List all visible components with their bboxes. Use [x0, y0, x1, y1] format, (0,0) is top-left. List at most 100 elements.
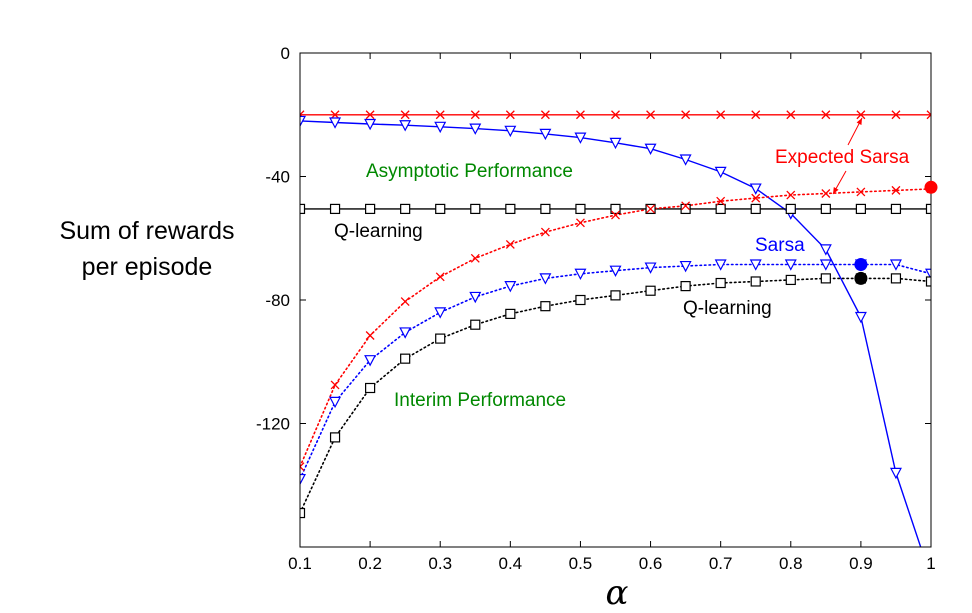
- data-point-sarsa_asym: [469, 123, 482, 135]
- data-point-qlearning_asym: [785, 203, 796, 215]
- data-point-esarsa_asym: [891, 110, 901, 120]
- data-point-qlearning_asym: [400, 203, 411, 215]
- data-point-sarsa_interim: [434, 307, 447, 319]
- data-point-esarsa_interim: [400, 297, 410, 307]
- data-point-esarsa_interim: [575, 218, 585, 228]
- data-point-sarsa_interim: [644, 262, 657, 274]
- data-point-sarsa_interim: [784, 259, 797, 271]
- annotation-sarsa: Sarsa: [755, 235, 805, 256]
- highlight-point-2: [854, 271, 868, 285]
- data-point-esarsa_asym: [646, 110, 656, 120]
- data-point-sarsa_asym: [364, 118, 377, 131]
- data-point-qlearning_asym: [329, 203, 341, 215]
- data-point-sarsa_asym: [749, 183, 762, 195]
- data-point-qlearning_interim: [470, 319, 481, 330]
- data-point-sarsa_interim: [749, 259, 762, 271]
- series-layer: [300, 114, 931, 547]
- data-point-sarsa_interim: [609, 265, 622, 277]
- data-point-qlearning_asym: [365, 203, 376, 215]
- highlight-point-0: [924, 180, 938, 194]
- x-tick-label: 0.2: [358, 554, 382, 573]
- data-point-esarsa_interim: [505, 239, 515, 249]
- data-point-esarsa_asym: [575, 110, 585, 120]
- data-point-sarsa_asym: [926, 573, 936, 583]
- data-point-qlearning_interim: [435, 333, 446, 344]
- data-point-esarsa_asym: [821, 110, 831, 120]
- annotation-expected-sarsa: Expected Sarsa: [775, 147, 910, 168]
- data-point-esarsa_interim: [891, 185, 901, 195]
- data-point-esarsa_asym: [786, 110, 796, 120]
- annotation-qlearning-bottom: Q-learning: [683, 298, 772, 319]
- x-axis-label: α: [606, 573, 629, 613]
- highlight-point-1: [854, 257, 868, 271]
- data-point-esarsa_asym: [435, 110, 445, 120]
- data-point-qlearning_asym: [890, 203, 902, 215]
- annotation-asymptotic: Asymptotic Performance: [366, 161, 573, 182]
- data-point-qlearning_interim: [610, 290, 621, 301]
- data-point-qlearning_asym: [925, 203, 931, 215]
- data-point-esarsa_interim: [646, 204, 656, 214]
- x-tick-label: 0.7: [709, 554, 733, 573]
- y-axis-label-line2: per episode: [82, 253, 213, 281]
- data-point-sarsa_interim: [364, 355, 377, 367]
- x-tick-label: 0.6: [639, 554, 663, 573]
- data-point-sarsa_interim: [679, 260, 692, 273]
- data-point-esarsa_asym: [681, 110, 691, 120]
- data-point-sarsa_interim: [329, 396, 342, 409]
- arrow-expected-sarsa-asymptotic-head: [856, 118, 862, 125]
- tick-labels-layer: 0.1 0.2 0.3 0.4 0.5 0.6 0.7 0.8 0.9 1 0 -40 -80 -120 S…: [59, 44, 935, 613]
- x-tick-label: 0.3: [428, 554, 452, 573]
- x-tick-label: 0.1: [288, 554, 312, 573]
- data-point-qlearning_interim: [750, 276, 761, 287]
- data-point-qlearning_interim: [715, 277, 726, 289]
- data-point-sarsa_interim: [574, 268, 587, 281]
- data-point-sarsa_asym: [854, 311, 867, 324]
- data-point-esarsa_interim: [470, 253, 480, 263]
- data-point-esarsa_asym: [470, 110, 480, 120]
- data-point-esarsa_asym: [751, 110, 761, 120]
- data-point-qlearning_asym: [540, 203, 551, 215]
- data-point-sarsa_interim: [889, 259, 902, 271]
- data-point-qlearning_asym: [680, 203, 691, 215]
- y-axis-label-line1: Sum of rewards: [59, 217, 234, 245]
- data-point-qlearning_interim: [890, 273, 902, 284]
- data-point-sarsa_asym: [644, 143, 657, 156]
- data-point-qlearning_interim: [820, 273, 831, 284]
- x-tick-label: 0.8: [779, 554, 803, 573]
- data-point-qlearning_interim: [300, 507, 306, 519]
- data-point-qlearning_interim: [680, 281, 691, 292]
- data-point-qlearning_interim: [505, 308, 516, 319]
- data-point-sarsa_asym: [434, 121, 447, 134]
- data-point-sarsa_asym: [574, 132, 587, 144]
- data-point-sarsa_asym: [539, 128, 552, 141]
- data-point-qlearning_asym: [750, 203, 761, 215]
- data-point-qlearning_asym: [820, 203, 831, 215]
- annotations-layer: Asymptotic Performance Interim Performanc…: [334, 117, 938, 411]
- data-point-sarsa_asym: [609, 137, 622, 150]
- y-tick-label: -120: [256, 415, 290, 434]
- y-tick-label: 0: [281, 44, 290, 63]
- data-point-sarsa_interim: [300, 473, 306, 486]
- markers-layer: [300, 110, 936, 583]
- data-point-qlearning_interim: [365, 382, 376, 394]
- data-point-esarsa_interim: [681, 201, 691, 211]
- data-point-sarsa_interim: [504, 281, 517, 293]
- data-point-sarsa_asym: [504, 125, 517, 138]
- data-point-qlearning_asym: [715, 203, 726, 215]
- data-point-esarsa_asym: [716, 110, 726, 120]
- data-point-qlearning_asym: [300, 203, 306, 215]
- y-tick-label: -80: [265, 291, 290, 310]
- data-point-qlearning_interim: [329, 432, 341, 443]
- data-point-esarsa_asym: [926, 110, 931, 120]
- data-point-esarsa_interim: [330, 380, 340, 390]
- data-point-esarsa_interim: [716, 196, 726, 206]
- data-point-esarsa_interim: [751, 193, 761, 203]
- annotation-interim: Interim Performance: [394, 390, 566, 411]
- axes-layer: [299, 52, 932, 548]
- x-tick-label: 0.9: [849, 554, 873, 573]
- data-point-sarsa_asym: [714, 166, 727, 179]
- data-point-esarsa_interim: [786, 190, 796, 200]
- data-point-esarsa_interim: [365, 331, 375, 340]
- data-point-qlearning_interim: [575, 294, 586, 306]
